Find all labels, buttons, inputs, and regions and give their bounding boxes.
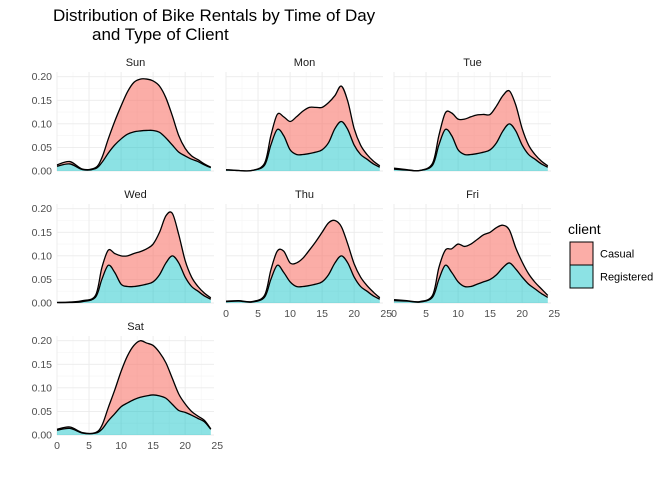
facet-label: Thu bbox=[295, 189, 314, 201]
x-tick-label: 0 bbox=[54, 440, 60, 452]
x-tick-label: 0 bbox=[391, 308, 397, 320]
registered-density-area bbox=[226, 121, 380, 171]
casual-density-outline bbox=[56, 211, 212, 304]
y-tick-label: 0.00 bbox=[32, 166, 53, 178]
legend-key bbox=[569, 264, 594, 289]
facet-label: Tue bbox=[463, 57, 482, 69]
casual-density-outline bbox=[56, 340, 212, 435]
casual-density-area bbox=[394, 90, 548, 171]
facet-label: Sat bbox=[127, 321, 144, 333]
casual-density-outline bbox=[393, 224, 549, 303]
registered-density-outline bbox=[393, 123, 549, 172]
legend-label: Registered bbox=[600, 272, 653, 284]
registered-density-area bbox=[57, 255, 211, 303]
casual-density-area bbox=[226, 220, 380, 303]
registered-density-area bbox=[57, 394, 211, 435]
y-tick-label: 0.15 bbox=[32, 227, 53, 239]
casual-density-outline bbox=[393, 89, 549, 172]
x-tick-label: 20 bbox=[179, 440, 191, 452]
x-tick-label: 15 bbox=[316, 308, 328, 320]
x-tick-label: 25 bbox=[380, 308, 392, 320]
x-tick-label: 0 bbox=[223, 308, 229, 320]
y-tick-label: 0.05 bbox=[32, 142, 53, 154]
registered-density-area bbox=[394, 123, 548, 171]
x-tick-label: 5 bbox=[86, 440, 92, 452]
y-tick-label: 0.20 bbox=[32, 203, 53, 215]
facet-panel-tue: Tue bbox=[393, 57, 551, 172]
registered-density-outline bbox=[56, 394, 212, 435]
x-tick-label: 5 bbox=[255, 308, 261, 320]
y-tick-label: 0.15 bbox=[32, 359, 53, 371]
y-tick-label: 0.10 bbox=[32, 382, 53, 394]
legend: client Casual Registered bbox=[568, 221, 653, 289]
legend-label: Casual bbox=[600, 249, 634, 261]
facet-panel-wed: Wed 0.00 0.05 0.10 0.15 0.20 bbox=[32, 189, 214, 310]
legend-key bbox=[569, 241, 594, 266]
facet-label: Sun bbox=[126, 57, 146, 69]
legend-title: client bbox=[568, 221, 601, 237]
legend-item-casual: Casual bbox=[569, 241, 634, 266]
facet-label: Wed bbox=[124, 189, 146, 201]
x-tick-label: 20 bbox=[348, 308, 360, 320]
x-tick-label: 10 bbox=[115, 440, 127, 452]
x-tick-label: 10 bbox=[284, 308, 296, 320]
x-tick-label: 15 bbox=[484, 308, 496, 320]
registered-density-outline bbox=[225, 120, 381, 172]
y-tick-label: 0.00 bbox=[32, 298, 53, 310]
casual-density-area bbox=[226, 86, 380, 172]
casual-density-area bbox=[57, 211, 211, 303]
casual-density-outline bbox=[225, 85, 381, 172]
registered-density-outline bbox=[56, 255, 212, 304]
chart-title-line-2: and Type of Client bbox=[92, 25, 229, 44]
facet-panel-thu: Thu 0 5 10 15 20 25 bbox=[223, 189, 392, 320]
x-tick-label: 10 bbox=[452, 308, 464, 320]
registered-density-area bbox=[226, 255, 380, 303]
y-tick-label: 0.20 bbox=[32, 71, 53, 83]
facet-panel-sun: Sun 0.00 0.05 0.10 0.15 0.20 bbox=[32, 57, 214, 178]
y-tick-label: 0.20 bbox=[32, 335, 53, 347]
y-tick-label: 0.10 bbox=[32, 250, 53, 262]
x-tick-label: 25 bbox=[548, 308, 560, 320]
casual-density-area bbox=[57, 340, 211, 434]
facet-label: Fri bbox=[466, 189, 479, 201]
casual-density-outline bbox=[225, 219, 381, 303]
facet-panels: Sun 0.00 0.05 0.10 0.15 0.20 Mon Tue Wed 0.00 0.05… bbox=[32, 57, 561, 452]
registered-density-outline bbox=[56, 129, 212, 171]
casual-density-area bbox=[394, 225, 548, 303]
registered-density-area bbox=[57, 130, 211, 171]
registered-density-outline bbox=[225, 255, 381, 303]
facet-panel-fri: Fri 0 5 10 15 20 25 bbox=[391, 189, 560, 320]
y-tick-label: 0.00 bbox=[32, 430, 53, 442]
casual-density-area bbox=[57, 78, 211, 170]
facet-panel-sat: Sat 0.00 0.05 0.10 0.15 0.20 0 5 10 15 20 25 bbox=[32, 321, 224, 452]
x-tick-label: 5 bbox=[423, 308, 429, 320]
legend-item-registered: Registered bbox=[569, 264, 653, 289]
facet-label: Mon bbox=[294, 57, 315, 69]
x-tick-label: 15 bbox=[147, 440, 159, 452]
y-tick-label: 0.15 bbox=[32, 95, 53, 107]
casual-density-outline bbox=[56, 78, 212, 171]
facet-panel-mon: Mon bbox=[225, 57, 383, 172]
chart-title-line-1: Distribution of Bike Rentals by Time of … bbox=[53, 6, 376, 25]
y-tick-label: 0.10 bbox=[32, 118, 53, 130]
y-tick-label: 0.05 bbox=[32, 274, 53, 286]
registered-density-outline bbox=[393, 262, 549, 303]
x-tick-label: 25 bbox=[211, 440, 223, 452]
registered-density-area bbox=[394, 262, 548, 303]
y-tick-label: 0.05 bbox=[32, 406, 53, 418]
x-tick-label: 20 bbox=[516, 308, 528, 320]
